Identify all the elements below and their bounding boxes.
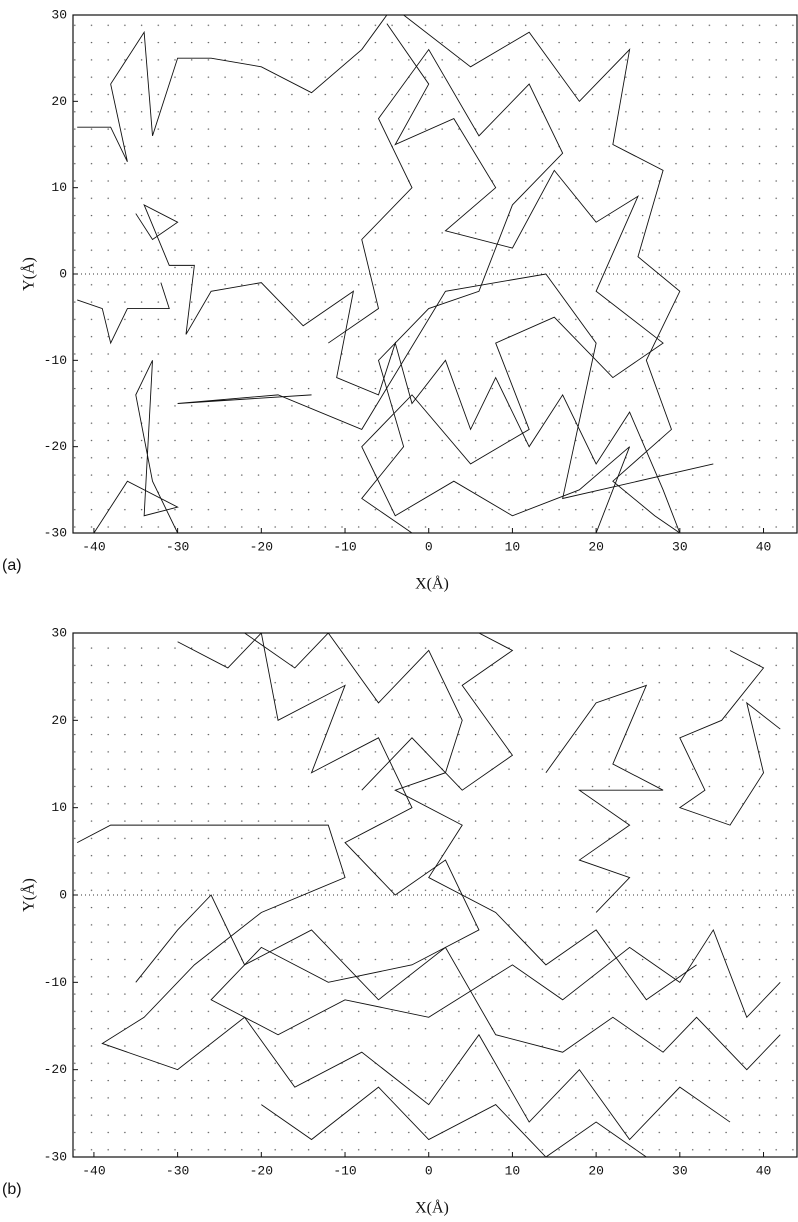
y-axis-label: Y(Å) bbox=[20, 878, 38, 912]
trajectory bbox=[93, 360, 179, 533]
x-tick-label: 20 bbox=[588, 1163, 604, 1178]
y-axis-label: Y(Å) bbox=[20, 257, 38, 291]
y-tick-label: -30 bbox=[44, 1149, 67, 1164]
y-tick-label: -20 bbox=[44, 439, 67, 454]
y-tick-label: 30 bbox=[51, 625, 67, 640]
y-tick-label: -10 bbox=[44, 353, 67, 368]
x-axis-label: X(Å) bbox=[415, 575, 449, 593]
trajectory bbox=[261, 1086, 647, 1157]
x-tick-label: 30 bbox=[672, 1163, 688, 1178]
trajectory bbox=[76, 824, 731, 1141]
x-tick-label: -30 bbox=[166, 1163, 189, 1178]
trajectory bbox=[77, 282, 170, 345]
x-tick-label: 0 bbox=[425, 539, 433, 554]
trajectory bbox=[403, 15, 681, 533]
y-tick-label: 0 bbox=[59, 266, 67, 281]
trajectory bbox=[177, 273, 714, 500]
y-tick-label: 20 bbox=[51, 94, 67, 109]
x-tick-label: -40 bbox=[82, 1163, 105, 1178]
trajectory bbox=[77, 15, 388, 162]
y-tick-label: 0 bbox=[59, 887, 67, 902]
x-tick-label: 30 bbox=[672, 539, 688, 554]
panel-label: (a) bbox=[2, 557, 22, 574]
trajectory bbox=[361, 23, 664, 533]
y-tick-label: -10 bbox=[44, 975, 67, 990]
trajectory bbox=[328, 48, 564, 533]
trajectory bbox=[135, 894, 781, 1071]
y-tick-label: 10 bbox=[51, 800, 67, 815]
trajectory bbox=[545, 684, 664, 913]
trajectory bbox=[244, 633, 697, 1001]
x-tick-label: -10 bbox=[333, 539, 356, 554]
y-tick-label: 30 bbox=[51, 7, 67, 22]
x-tick-label: -30 bbox=[166, 539, 189, 554]
x-tick-label: -10 bbox=[333, 1163, 356, 1178]
y-tick-label: -20 bbox=[44, 1062, 67, 1077]
x-tick-label: -40 bbox=[82, 539, 105, 554]
trajectory bbox=[361, 633, 514, 791]
panel-label: (b) bbox=[2, 1181, 22, 1198]
trajectory bbox=[678, 650, 781, 826]
y-tick-label: 20 bbox=[51, 713, 67, 728]
y-tick-label: -30 bbox=[44, 525, 67, 540]
x-tick-label: 10 bbox=[505, 539, 521, 554]
trajectory bbox=[177, 633, 781, 1036]
trajectory bbox=[135, 203, 681, 533]
x-tick-label: 40 bbox=[756, 539, 772, 554]
y-tick-label: 10 bbox=[51, 180, 67, 195]
x-tick-label: 40 bbox=[756, 1163, 772, 1178]
x-tick-label: 0 bbox=[425, 1163, 433, 1178]
x-tick-label: 10 bbox=[505, 1163, 521, 1178]
x-tick-label: 20 bbox=[588, 539, 604, 554]
x-tick-label: -20 bbox=[250, 1163, 273, 1178]
x-tick-label: -20 bbox=[250, 539, 273, 554]
x-axis-label: X(Å) bbox=[415, 1199, 449, 1217]
